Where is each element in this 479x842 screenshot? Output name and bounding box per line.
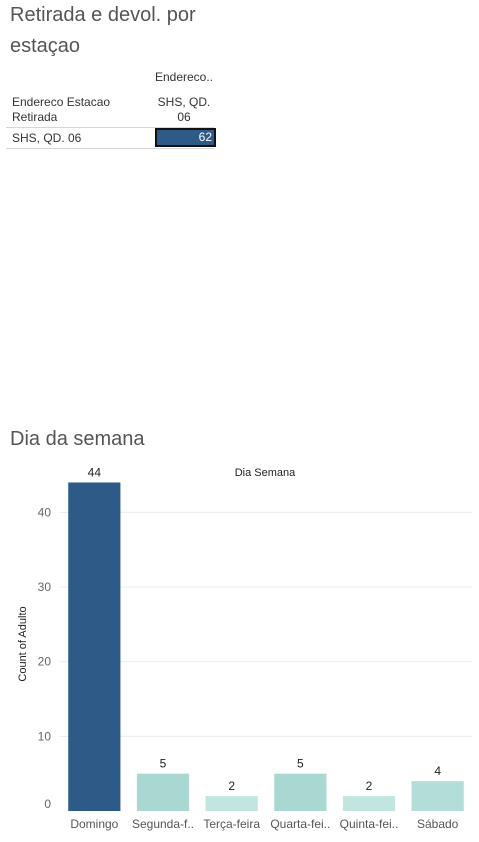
crosstab-cell[interactable]: 62 bbox=[155, 128, 216, 147]
y-tick-label: 0 bbox=[44, 797, 51, 811]
x-tick-label[interactable]: Quarta-fei.. bbox=[270, 817, 330, 831]
x-tick-label[interactable]: Quinta-fei.. bbox=[340, 817, 399, 831]
bar-value-label: 44 bbox=[88, 465, 102, 479]
bar[interactable] bbox=[136, 773, 190, 811]
y-axis-title: Count of Adulto bbox=[17, 606, 29, 681]
chart-title: Dia da semana bbox=[10, 428, 145, 450]
bar[interactable] bbox=[68, 482, 121, 811]
y-tick-label: 30 bbox=[38, 580, 52, 594]
y-axis: 0 10 20 30 40 bbox=[38, 505, 52, 811]
crosstab-title: Retirada e devol. por estaçao bbox=[10, 4, 196, 57]
crosstab-row-header[interactable]: Endereco Estacao Retirada bbox=[12, 95, 111, 124]
bar[interactable] bbox=[342, 796, 396, 811]
gridlines bbox=[60, 511, 472, 737]
crosstab-column-value[interactable]: SHS, QD. 06 bbox=[157, 95, 211, 124]
bar-value-label: 5 bbox=[297, 757, 304, 771]
bar[interactable] bbox=[205, 796, 258, 811]
x-axis: Domingo Segunda-f.. Terça-feira Quarta-fei.… bbox=[70, 817, 458, 831]
y-tick-label: 40 bbox=[38, 505, 52, 519]
x-tick-label[interactable]: Terça-feira bbox=[203, 817, 260, 831]
x-tick-label[interactable]: Domingo bbox=[70, 817, 118, 831]
crosstab-column-header[interactable]: Endereco.. bbox=[154, 70, 214, 84]
value-labels: 44 5 2 5 2 4 bbox=[88, 465, 442, 793]
x-tick-label[interactable]: Sábado bbox=[417, 817, 459, 831]
crosstab-row-label[interactable]: SHS, QD. 06 bbox=[12, 131, 82, 145]
y-tick-label: 10 bbox=[38, 729, 52, 743]
bar-value-label: 2 bbox=[228, 779, 235, 793]
chart-column-header: Dia Semana bbox=[235, 467, 296, 479]
bars bbox=[68, 482, 464, 811]
bar-value-label: 2 bbox=[366, 779, 373, 793]
bar[interactable] bbox=[411, 781, 464, 811]
bar-value-label: 4 bbox=[434, 764, 441, 778]
crosstab-row bbox=[6, 127, 214, 149]
bar[interactable] bbox=[274, 773, 327, 811]
y-tick-label: 20 bbox=[38, 655, 52, 669]
bar-value-label: 5 bbox=[160, 757, 167, 771]
x-tick-label[interactable]: Segunda-f.. bbox=[132, 817, 194, 831]
